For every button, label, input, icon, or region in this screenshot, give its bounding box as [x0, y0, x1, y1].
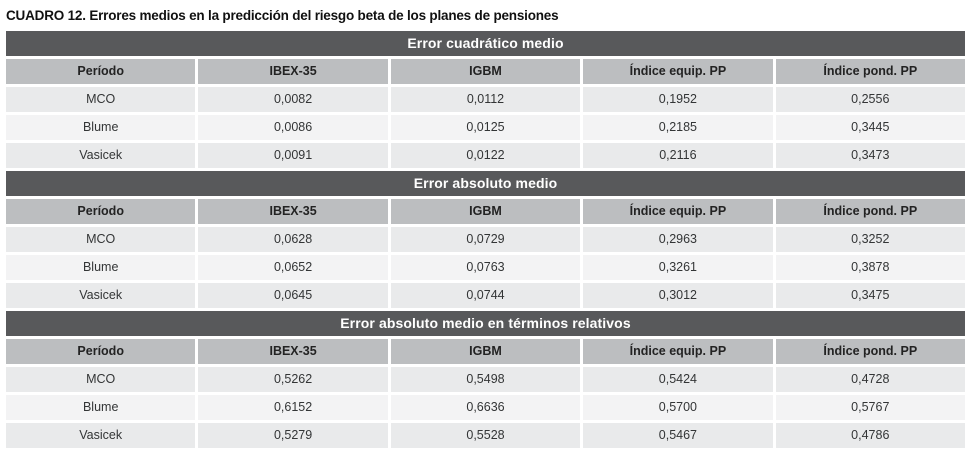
column-header-igbm: IGBM [390, 339, 581, 364]
section-header-error-absoluto: Error absoluto medio [6, 171, 965, 196]
table-cell: 0,3252 [775, 227, 965, 252]
table-cell: 0,4786 [775, 423, 965, 448]
section-header-error-absoluto-relativo: Error absoluto medio en términos relativ… [6, 311, 965, 336]
table-cell: 0,0082 [198, 87, 388, 112]
column-header-indice-equip: Índice equip. PP [583, 339, 773, 364]
table-cell: 0,3012 [583, 283, 773, 308]
table-cell: 0,5528 [390, 423, 581, 448]
table-cell: 0,5262 [198, 367, 388, 392]
row-label: MCO [6, 87, 196, 112]
table-cell: 0,0112 [390, 87, 581, 112]
table-cell: 0,2185 [583, 115, 773, 140]
column-header-indice-pond: Índice pond. PP [775, 59, 965, 84]
table-cell: 0,5700 [583, 395, 773, 420]
column-header-indice-equip: Índice equip. PP [583, 59, 773, 84]
table-cell: 0,4728 [775, 367, 965, 392]
column-header-periodo: Período [6, 199, 196, 224]
table-cell: 0,0122 [390, 143, 581, 168]
table-cell: 0,2116 [583, 143, 773, 168]
table-cell: 0,3475 [775, 283, 965, 308]
row-label: Blume [6, 395, 196, 420]
table-cell: 0,0125 [390, 115, 581, 140]
column-header-ibex35: IBEX-35 [198, 339, 388, 364]
table-cell: 0,5467 [583, 423, 773, 448]
table-cell: 0,0091 [198, 143, 388, 168]
column-header-ibex35: IBEX-35 [198, 199, 388, 224]
table-cell: 0,0645 [198, 283, 388, 308]
table-cell: 0,5767 [775, 395, 965, 420]
table-cell: 0,0763 [390, 255, 581, 280]
table-cell: 0,3878 [775, 255, 965, 280]
row-label: Vasicek [6, 423, 196, 448]
row-label: Blume [6, 115, 196, 140]
table-cell: 0,3473 [775, 143, 965, 168]
row-label: Blume [6, 255, 196, 280]
row-label: Vasicek [6, 143, 196, 168]
statistics-table: Error cuadrático medio Período IBEX-35 I… [6, 31, 965, 448]
table-cell: 0,0628 [198, 227, 388, 252]
table-cell: 0,3261 [583, 255, 773, 280]
row-label: Vasicek [6, 283, 196, 308]
table-cell: 0,2963 [583, 227, 773, 252]
table-cell: 0,5424 [583, 367, 773, 392]
table-cell: 0,0729 [390, 227, 581, 252]
column-header-igbm: IGBM [390, 199, 581, 224]
column-header-indice-pond: Índice pond. PP [775, 199, 965, 224]
table-cell: 0,0744 [390, 283, 581, 308]
table-cell: 0,3445 [775, 115, 965, 140]
table-title: CUADRO 12. Errores medios en la predicci… [6, 8, 559, 23]
row-label: MCO [6, 227, 196, 252]
section-header-error-cuadratico: Error cuadrático medio [6, 31, 965, 56]
table-cell: 0,2556 [775, 87, 965, 112]
column-header-igbm: IGBM [390, 59, 581, 84]
column-header-periodo: Período [6, 339, 196, 364]
row-label: MCO [6, 367, 196, 392]
column-header-periodo: Período [6, 59, 196, 84]
table-cell: 0,5279 [198, 423, 388, 448]
table-cell: 0,0086 [198, 115, 388, 140]
column-header-ibex35: IBEX-35 [198, 59, 388, 84]
column-header-indice-pond: Índice pond. PP [775, 339, 965, 364]
table-cell: 0,6636 [390, 395, 581, 420]
column-header-indice-equip: Índice equip. PP [583, 199, 773, 224]
table-cell: 0,5498 [390, 367, 581, 392]
table-cell: 0,0652 [198, 255, 388, 280]
table-cell: 0,1952 [583, 87, 773, 112]
table-cell: 0,6152 [198, 395, 388, 420]
